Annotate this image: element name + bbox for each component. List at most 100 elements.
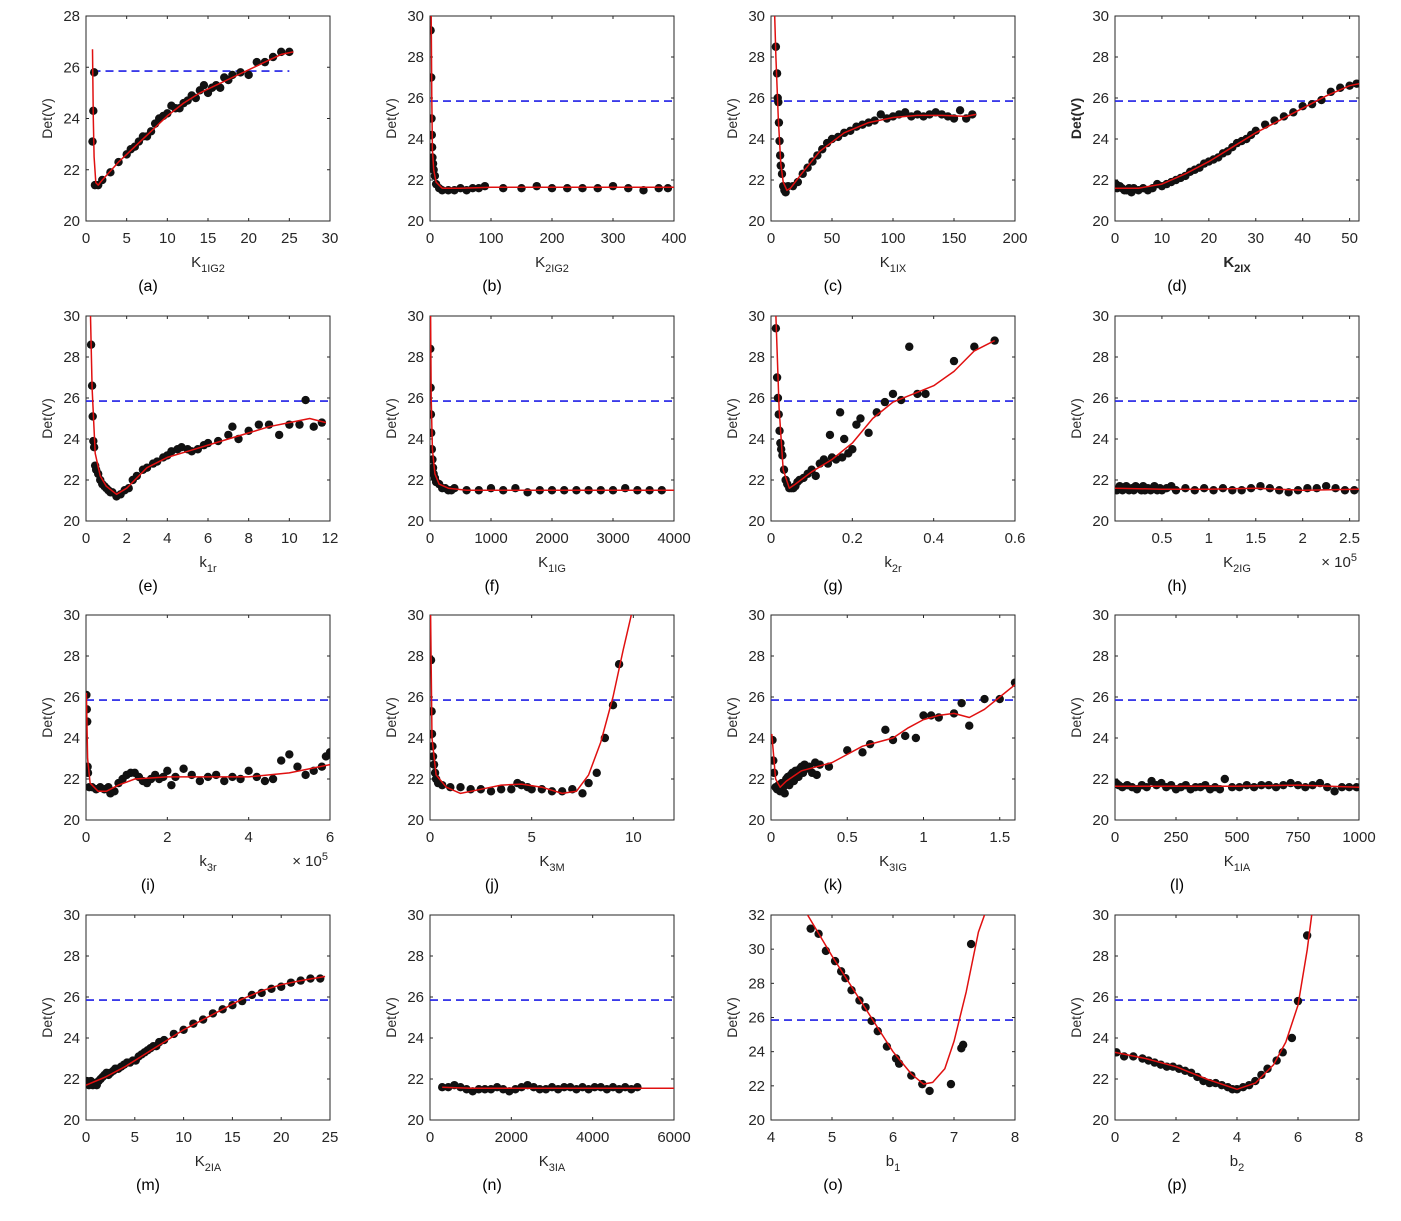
chart-d-ytick-label: 28: [1092, 49, 1109, 66]
chart-g-data-point: [837, 453, 847, 462]
chart-j-ytick-label: 20: [407, 812, 424, 829]
chart-i-xlabel-main: k: [199, 853, 207, 870]
chart-l-xtick-label: 0: [1111, 829, 1119, 846]
chart-h-data-point: [1237, 486, 1246, 495]
chart-k: 0 0.5 1 1.5 20 22 24 26 28 30 Det(V) K3IG (k): [724, 607, 1016, 894]
chart-e-ytick-label: 26: [63, 390, 80, 407]
chart-h-data-point: [1340, 486, 1350, 495]
chart-o-ylabel: Det(V): [724, 997, 740, 1037]
chart-l-data-point: [1242, 780, 1251, 790]
chart-o-xlabel-main: b: [886, 1153, 894, 1170]
chart-l-data-point: [1286, 778, 1295, 788]
chart-k-ylabel: Det(V): [724, 697, 740, 737]
chart-c-xtick-label: 50: [824, 230, 841, 247]
chart-b-fit-curve: [430, 16, 674, 189]
chart-i-data-point: [110, 787, 119, 796]
chart-h-data-point: [1190, 486, 1199, 495]
chart-c-ytick-label: 22: [748, 172, 765, 189]
chart-i-xtick-label: 2: [163, 829, 171, 846]
chart-g-data-point: [774, 410, 783, 419]
chart-b-data-point: [517, 184, 526, 193]
chart-e-data-point: [124, 484, 133, 493]
chart-m-ytick-label: 22: [63, 1071, 80, 1088]
chart-h-xtick-label: 2: [1299, 530, 1307, 547]
chart-i-xexp-base: × 10: [292, 853, 322, 870]
chart-b-xtick-label: 0: [426, 230, 434, 247]
chart-k-data-point: [812, 770, 821, 780]
chart-b-xtick-label: 200: [539, 230, 564, 247]
chart-o-ytick-label: 22: [748, 1078, 765, 1095]
chart-n-fit-curve: [442, 1086, 674, 1089]
chart-g-data-point: [888, 389, 898, 399]
chart-l-xlabel: K1IA: [1224, 853, 1251, 874]
chart-g-data-point: [772, 373, 782, 382]
chart-o-xtick-label: 6: [889, 1129, 897, 1146]
chart-m-ylabel: Det(V): [39, 997, 55, 1037]
chart-e-xlabel-main: k: [199, 554, 207, 571]
chart-o-frame: [770, 914, 1016, 1121]
chart-e-data-point: [301, 395, 310, 405]
chart-h-xlabel-main: K: [1223, 554, 1233, 571]
chart-n-ytick-label: 22: [407, 1071, 424, 1088]
chart-h-ytick-label: 26: [1092, 390, 1109, 407]
chart-e-data-point: [224, 430, 233, 440]
chart-i-data-point: [236, 774, 245, 784]
chart-f-xtick-label: 1000: [474, 530, 507, 547]
chart-b-xlabel-subscript: 2IG2: [545, 263, 569, 275]
chart-p-ytick-label: 28: [1092, 948, 1109, 965]
chart-g-data-point: [776, 438, 785, 448]
chart-l-data-point: [1323, 783, 1332, 792]
chart-l-data-point: [1215, 785, 1225, 794]
chart-m-xtick-label: 25: [322, 1129, 339, 1146]
chart-f: 0 1000 2000 3000 4000 20 22 24 26 28 30 Det(V) K1IG (…: [383, 308, 691, 595]
chart-c-caption: (c): [824, 278, 843, 295]
chart-n-xlabel-main: K: [539, 1153, 549, 1170]
chart-o-xlabel-subscript: 1: [894, 1162, 900, 1174]
chart-j-ytick-label: 24: [407, 730, 424, 747]
chart-g-data-point: [880, 397, 890, 407]
chart-k-ytick-label: 26: [748, 689, 765, 706]
chart-c: 0 50 100 150 200 20 22 24 26 28 30 Det(V) K1IX (c): [724, 8, 1028, 295]
chart-h-data-point: [1350, 486, 1359, 495]
chart-b-data-point: [532, 181, 541, 191]
chart-n-ytick-label: 30: [407, 907, 424, 924]
chart-c-xtick-label: 150: [941, 230, 966, 247]
chart-g-ytick-label: 28: [748, 349, 765, 366]
chart-o-data-point: [847, 985, 856, 995]
chart-b-xtick-label: 100: [478, 230, 503, 247]
chart-o-caption: (o): [823, 1177, 843, 1194]
chart-b-ytick-label: 26: [407, 90, 424, 107]
chart-a-ytick-label: 20: [63, 213, 80, 230]
chart-p-caption: (p): [1167, 1177, 1187, 1194]
chart-l-ylabel: Det(V): [1068, 697, 1084, 737]
chart-d-xlabel-main: K: [1223, 254, 1234, 271]
chart-k-ytick-label: 22: [748, 771, 765, 788]
chart-f-ytick-label: 28: [407, 349, 424, 366]
chart-p-xlabel-main: b: [1230, 1153, 1238, 1170]
chart-a-ytick-label: 22: [63, 162, 80, 179]
chart-n-caption: (n): [482, 1177, 502, 1194]
chart-n-data-point: [590, 1083, 599, 1092]
chart-i-data-point: [244, 766, 253, 775]
chart-i-ytick-label: 26: [63, 689, 80, 706]
chart-e-xtick-label: 0: [82, 530, 90, 547]
chart-d-data-point: [1326, 87, 1336, 97]
chart-g-caption: (g): [823, 578, 843, 595]
chart-h-data-point: [1199, 484, 1209, 493]
chart-o-ytick-label: 24: [748, 1044, 765, 1061]
chart-e-ytick-label: 22: [63, 472, 80, 489]
chart-a-xlabel-subscript: 1IG2: [201, 263, 225, 275]
chart-l-xtick-label: 250: [1163, 829, 1188, 846]
chart-g: 0 0.2 0.4 0.6 20 22 24 26 28 30 Det(V) k2r (g): [724, 308, 1025, 595]
chart-g-ytick-label: 20: [748, 513, 765, 530]
chart-g-xlabel-main: k: [884, 554, 892, 571]
chart-c-ytick-label: 26: [748, 90, 765, 107]
chart-f-xlabel-subscript: 1IG: [548, 563, 566, 575]
chart-n-xlabel-subscript: 3IA: [549, 1162, 566, 1174]
chart-i-xtick-label: 4: [244, 829, 252, 846]
chart-g-xtick-label: 0.4: [923, 530, 944, 547]
chart-n-data-point: [633, 1083, 642, 1092]
chart-c-xlabel-subscript: 1IX: [890, 263, 907, 275]
chart-i-data-point: [293, 762, 302, 771]
